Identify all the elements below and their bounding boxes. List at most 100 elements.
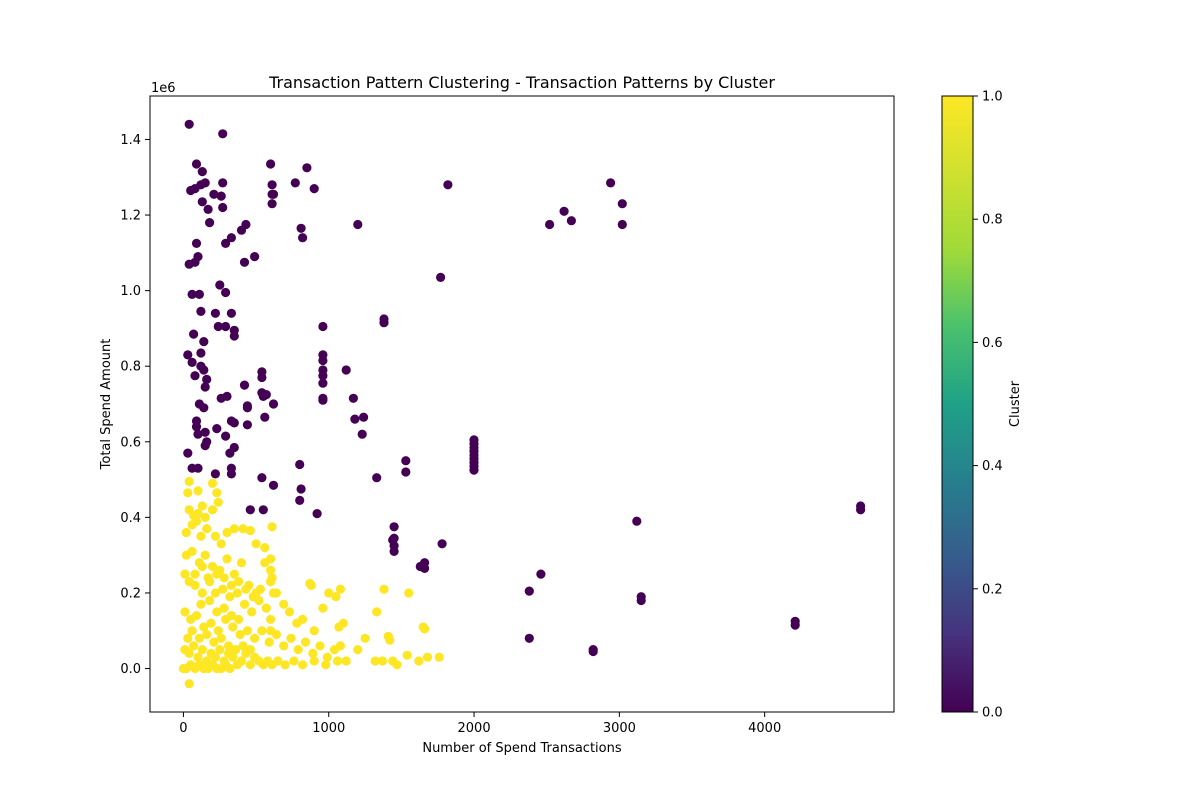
cluster-1-point [332,656,343,666]
cluster-0-point [318,355,328,366]
y-tick-label: 0.4 [120,511,141,526]
cluster-0-point [318,395,328,405]
cluster-0-point [524,633,534,643]
cluster-0-point [469,465,479,475]
cluster-1-point [335,584,345,594]
x-axis-label: Number of Spend Transactions [422,741,622,756]
cluster-1-point [238,641,248,651]
cluster-1-point [264,637,274,647]
cluster-1-point [184,648,194,659]
cluster-0-point [588,646,598,657]
cluster-0-point [559,206,569,216]
cluster-0-point [318,321,328,332]
cluster-0-point [197,197,207,207]
cluster-0-point [257,388,267,398]
cluster-0-point [296,484,306,494]
cluster-0-point [258,505,268,515]
cluster-1-point [280,660,290,670]
cluster-1-point [210,652,220,662]
cluster-1-point [216,539,226,549]
cluster-1-point [212,488,222,498]
cluster-1-point [279,599,289,609]
cluster-1-point [219,603,229,613]
cluster-1-point [377,656,388,666]
cluster-0-point [296,223,306,233]
cluster-1-point [180,607,190,617]
y-tick-label: 0.8 [120,360,141,375]
colorbar-tick-label: 1.0 [982,90,1003,105]
y-offset-text: 1e6 [151,81,176,96]
cluster-0-point [229,331,239,341]
cluster-1-point [200,550,210,560]
cluster-1-point [370,656,380,666]
cluster-1-point [197,561,207,572]
cluster-0-point [353,219,363,230]
cluster-1-point [236,558,247,568]
cluster-0-point [536,569,546,579]
cluster-1-point [266,554,276,564]
cluster-1-point [289,656,299,666]
cluster-0-point [341,365,351,375]
cluster-0-point [372,473,382,483]
colorbar-tick-label: 0.4 [982,459,1003,474]
cluster-1-point [309,626,319,636]
cluster-1-point [207,478,218,488]
cluster-0-point [218,129,228,139]
cluster-1-point [318,603,328,613]
cluster-1-point [190,569,200,579]
cluster-0-point [191,416,202,426]
cluster-1-point [200,512,210,523]
cluster-1-point [341,656,351,666]
cluster-0-point [210,308,220,318]
cluster-0-point [184,119,194,129]
cluster-0-point [309,184,319,194]
cluster-1-point [216,633,226,643]
cluster-1-point [229,524,239,534]
cluster-0-point [213,321,223,332]
x-tick-label: 0 [179,721,187,736]
cluster-1-point [271,588,281,598]
cluster-1-point [194,633,204,643]
cluster-0-point [216,191,226,201]
colorbar-tick-label: 0.6 [982,336,1003,351]
cluster-1-point [353,645,363,655]
cluster-0-point [606,178,616,188]
cluster-0-point [379,318,389,328]
cluster-1-point [191,611,202,621]
cluster-1-point [238,524,248,534]
cluster-0-point [268,189,279,199]
cluster-1-point [207,561,218,572]
cluster-1-point [197,588,207,598]
cluster-1-point [422,652,433,662]
cluster-1-point [273,656,283,666]
cluster-0-point [226,308,236,318]
cluster-1-point [234,614,244,625]
cluster-1-point [402,650,412,660]
cluster-1-point [286,633,296,643]
colorbar-tick-label: 0.8 [982,213,1003,228]
cluster-1-point [219,573,229,583]
cluster-1-point [210,588,220,598]
cluster-0-point [222,391,232,401]
cluster-1-point [379,584,389,594]
cluster-1-point [385,635,395,645]
cluster-0-point [318,371,328,381]
cluster-1-point [202,629,212,640]
cluster-1-point [229,569,239,579]
cluster-1-point [210,531,220,541]
cluster-1-point [193,486,203,496]
x-tick-label: 1000 [312,721,345,736]
cluster-1-point [284,607,295,617]
cluster-0-point [636,595,646,606]
cluster-1-point [360,633,370,643]
cluster-1-point [222,527,232,538]
cluster-1-point [241,584,251,594]
cluster-1-point [315,641,325,651]
cluster-0-point [295,495,305,505]
cluster-0-point [401,467,411,477]
cluster-1-point [321,660,331,670]
cluster-1-point [239,599,250,609]
cluster-1-point [266,626,276,636]
cluster-0-point [205,218,215,228]
